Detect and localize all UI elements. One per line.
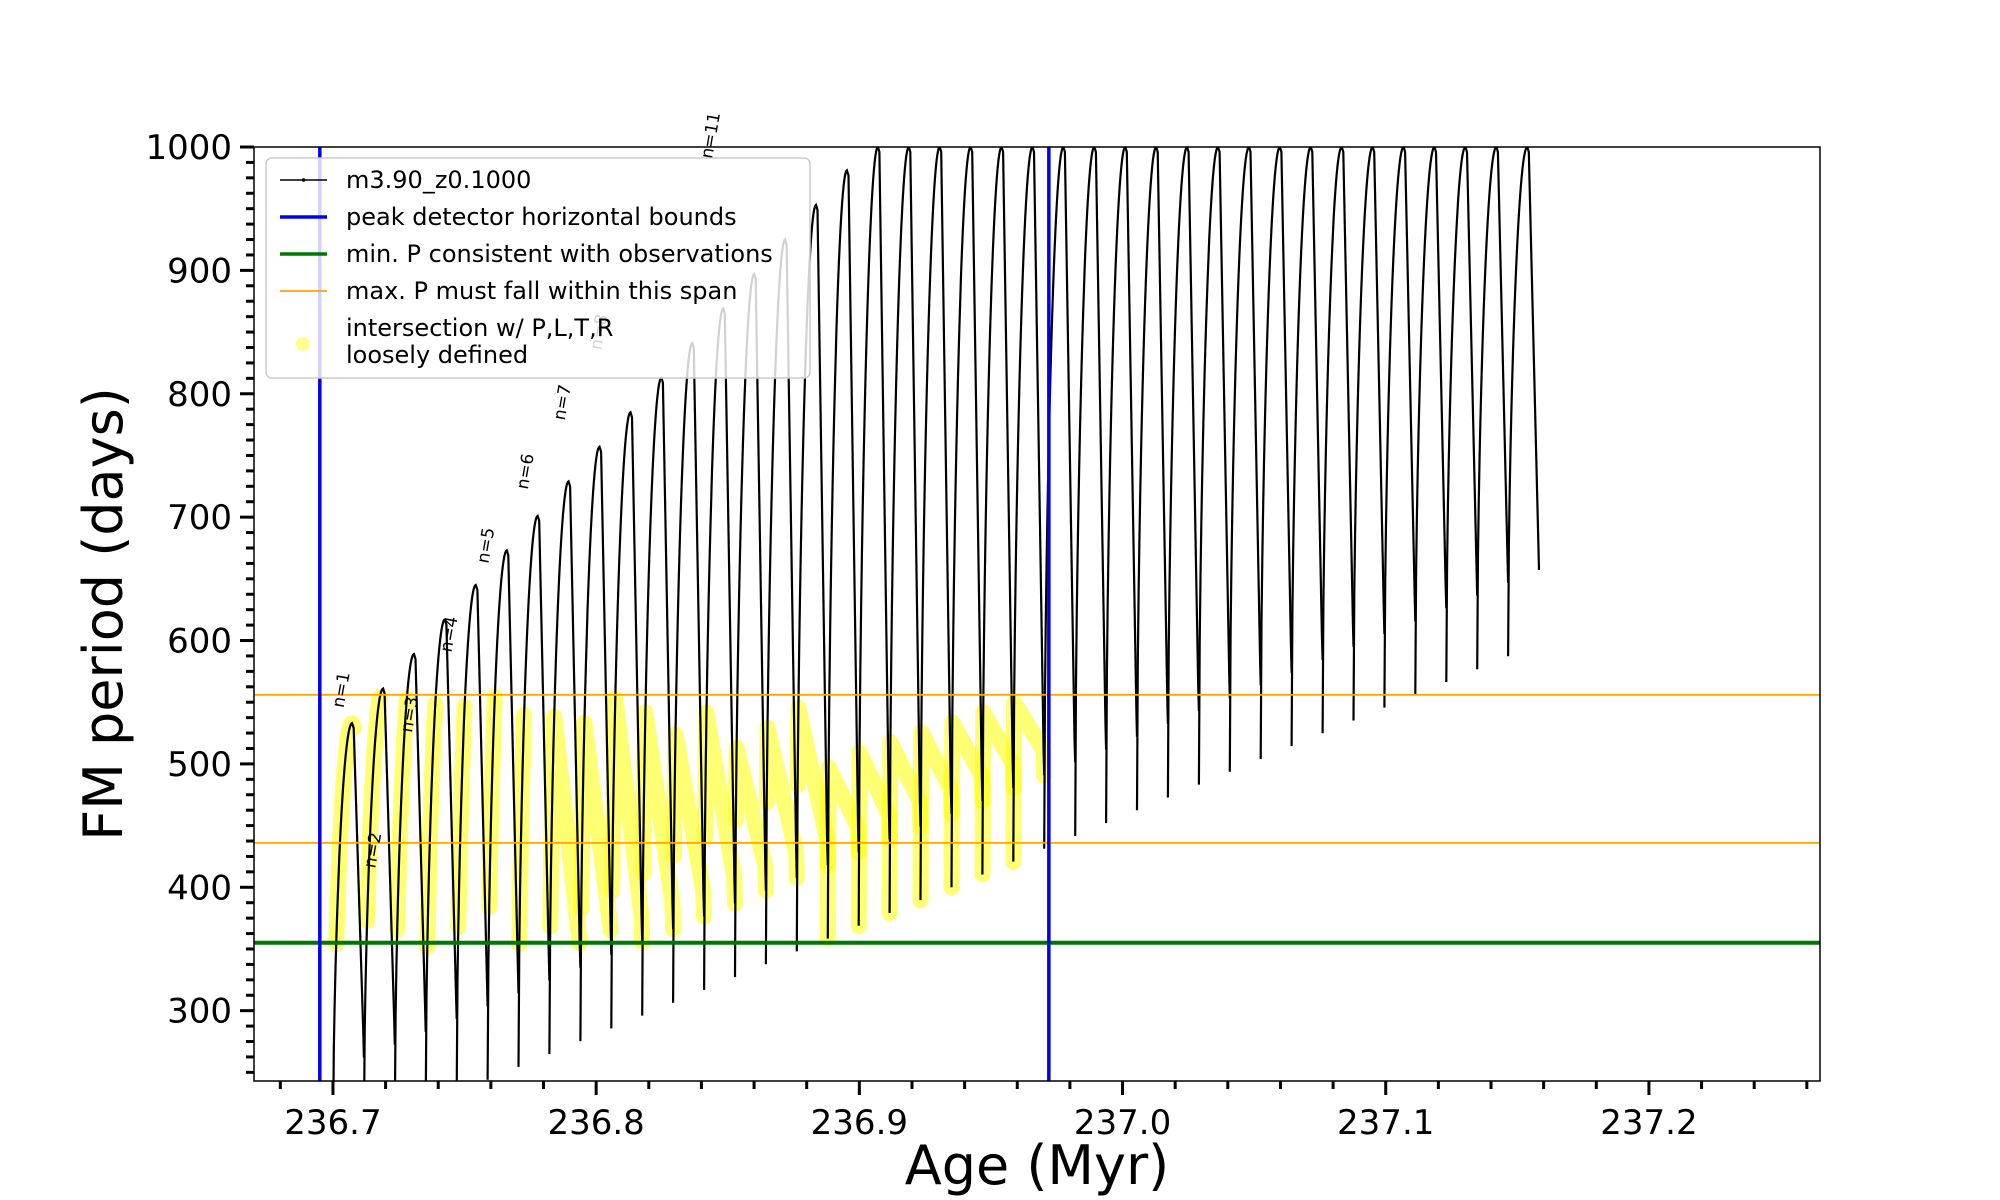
track-pulse-segment [641,375,675,1016]
y-axis-title: FM period (days) [72,387,135,841]
y-tick-label: 800 [167,375,232,415]
x-tick-label: 236.9 [811,1103,908,1143]
legend-label-track: m3.90_z0.1000 [346,166,531,194]
track-pulse-segment [1290,147,1324,747]
y-tick-label: 700 [167,498,232,538]
x-axis-title: Age (Myr) [905,1134,1170,1197]
legend-label-maxp: max. P must fall within this span [346,277,737,305]
track-pulse-segment [1414,147,1448,695]
legend-label-vbounds: peak detector horizontal bounds [346,203,737,231]
x-tick-label: 236.8 [547,1103,644,1143]
track-pulse-segment [610,410,644,1029]
track-pulse-segment [1383,147,1417,708]
track-pulse-segment [888,147,922,914]
legend-label-minp: min. P consistent with observations [346,240,773,268]
legend: m3.90_z0.1000 peak detector horizontal b… [265,157,811,379]
legend-label-intersection: intersection w/ P,L,T,R [346,314,613,342]
track-pulse-segment [363,686,396,1081]
track-pulse-segment [1074,147,1108,837]
track-pulse-segment [332,721,365,1081]
track-pulse-segment [424,617,458,1081]
track-pulse-segment [486,548,520,1080]
track-pulse-segment [1197,147,1231,785]
track-pulse-segment [579,444,613,1042]
track-pulse-segment [826,168,860,939]
track-pulse-segment [1012,147,1046,862]
track-pulse-segment [1105,147,1139,824]
track-pulse-segment [1445,147,1479,683]
axis-ticks: 236.7 236.8 236.9 237.0 237.1 237.2 300 400 500 6… [145,128,1809,1143]
track-pulse-segment [455,583,489,1081]
y-tick-label: 300 [167,992,232,1032]
plot-frame [253,146,1821,1082]
track-pulse-segment [1321,147,1355,734]
track-pulse-segment [1476,147,1510,670]
x-tick-label: 237.1 [1337,1103,1434,1143]
track-pulse-segment [1166,147,1200,798]
track-pulse-segment [857,147,891,926]
legend-track-marker [301,178,306,182]
y-tick-label: 600 [167,622,232,662]
track-pulse-segment [1228,147,1262,772]
x-tick-label: 237.0 [1074,1103,1171,1143]
track-pulse-segment [981,147,1015,875]
track-pulse-segment [1352,147,1386,721]
legend-label-intersection-line2: loosely defined [346,341,528,369]
track-pulse-segment [950,147,984,888]
x-tick-label: 237.2 [1600,1103,1697,1143]
y-tick-label: 400 [167,868,232,908]
track-pulse-segment [548,479,582,1055]
y-tick-label: 900 [167,251,232,291]
track-pulse-segment [1259,147,1293,760]
x-tick-label: 236.7 [284,1103,381,1143]
y-tick-label: 500 [167,745,232,785]
track-pulse-segment [1507,147,1541,657]
legend-box [265,157,811,379]
track-pulse-segment [919,147,953,901]
legend-intersection-marker [296,337,310,351]
track-pulse-segment [1135,147,1169,811]
y-tick-label: 1000 [145,128,232,168]
track-pulse-segment [517,513,551,1067]
track-pulse-segment [393,652,427,1081]
